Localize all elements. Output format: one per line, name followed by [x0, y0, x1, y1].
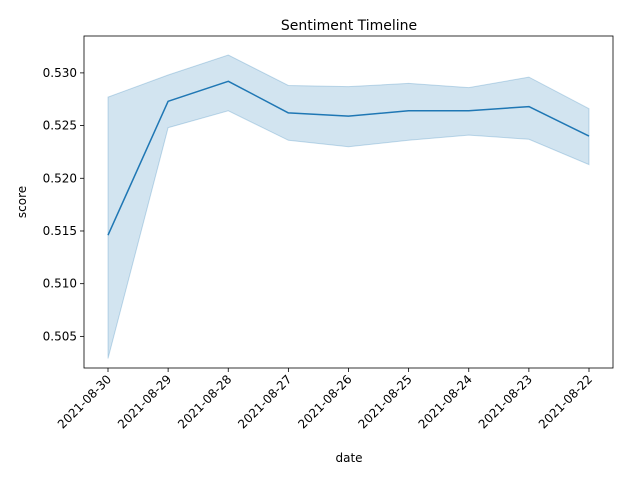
y-tick-label: 0.515: [43, 224, 77, 238]
y-tick-label: 0.520: [43, 171, 77, 185]
x-tick-label: 2021-08-25: [356, 372, 415, 431]
series-line-layer: [107, 80, 590, 236]
x-tick-label: 2021-08-22: [536, 372, 595, 431]
x-tick-label: 2021-08-27: [235, 372, 294, 431]
x-tick-label: 2021-08-28: [175, 372, 234, 431]
y-tick-label: 0.530: [43, 66, 77, 80]
x-tick-label: 2021-08-24: [416, 372, 475, 431]
y-tick-label: 0.505: [43, 329, 77, 343]
confidence-band-layer: [107, 54, 590, 359]
x-axis: 2021-08-30 2021-08-29 2021-08-28 2021-08-27…: [55, 368, 595, 431]
x-axis-label: date: [335, 451, 362, 465]
confidence-band: [107, 54, 590, 359]
chart-title: Sentiment Timeline: [281, 18, 417, 34]
x-tick-label: 2021-08-23: [476, 372, 535, 431]
x-tick-label: 2021-08-30: [55, 372, 114, 431]
y-tick-label: 0.510: [43, 277, 77, 291]
y-tick-label: 0.525: [43, 119, 77, 133]
y-axis: 0.505 0.510 0.515 0.520 0.525 0.530: [43, 66, 84, 343]
x-tick-label: 2021-08-29: [115, 372, 174, 431]
x-tick-label: 2021-08-26: [295, 372, 354, 431]
y-axis-label: score: [15, 186, 29, 218]
